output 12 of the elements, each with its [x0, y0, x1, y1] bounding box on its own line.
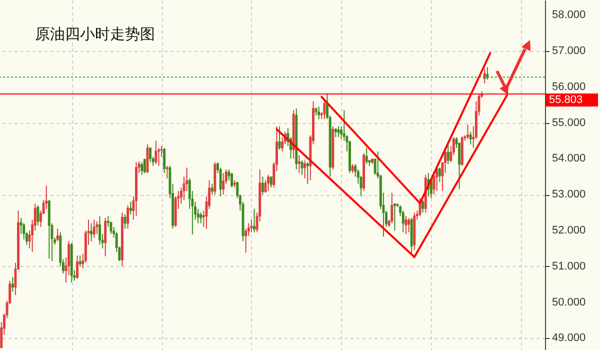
y-tick-label: 55.000 — [552, 116, 586, 129]
y-tick-label: 57.000 — [552, 44, 586, 57]
y-tick-label: 54.000 — [552, 152, 586, 165]
y-tick-label: 52.000 — [552, 224, 586, 236]
y-tick-label: 53.000 — [552, 188, 586, 201]
y-tick-label: 49.000 — [552, 332, 586, 344]
y-tick-label: 58.000 — [552, 9, 586, 22]
text: 原油四小时走势图 — [35, 25, 155, 43]
ref-line-label: 55.803 — [549, 94, 583, 106]
y-tick-label: 50.000 — [552, 296, 586, 308]
y-tick-label: 56.000 — [552, 80, 586, 93]
y-tick-label: 51.000 — [552, 260, 586, 272]
